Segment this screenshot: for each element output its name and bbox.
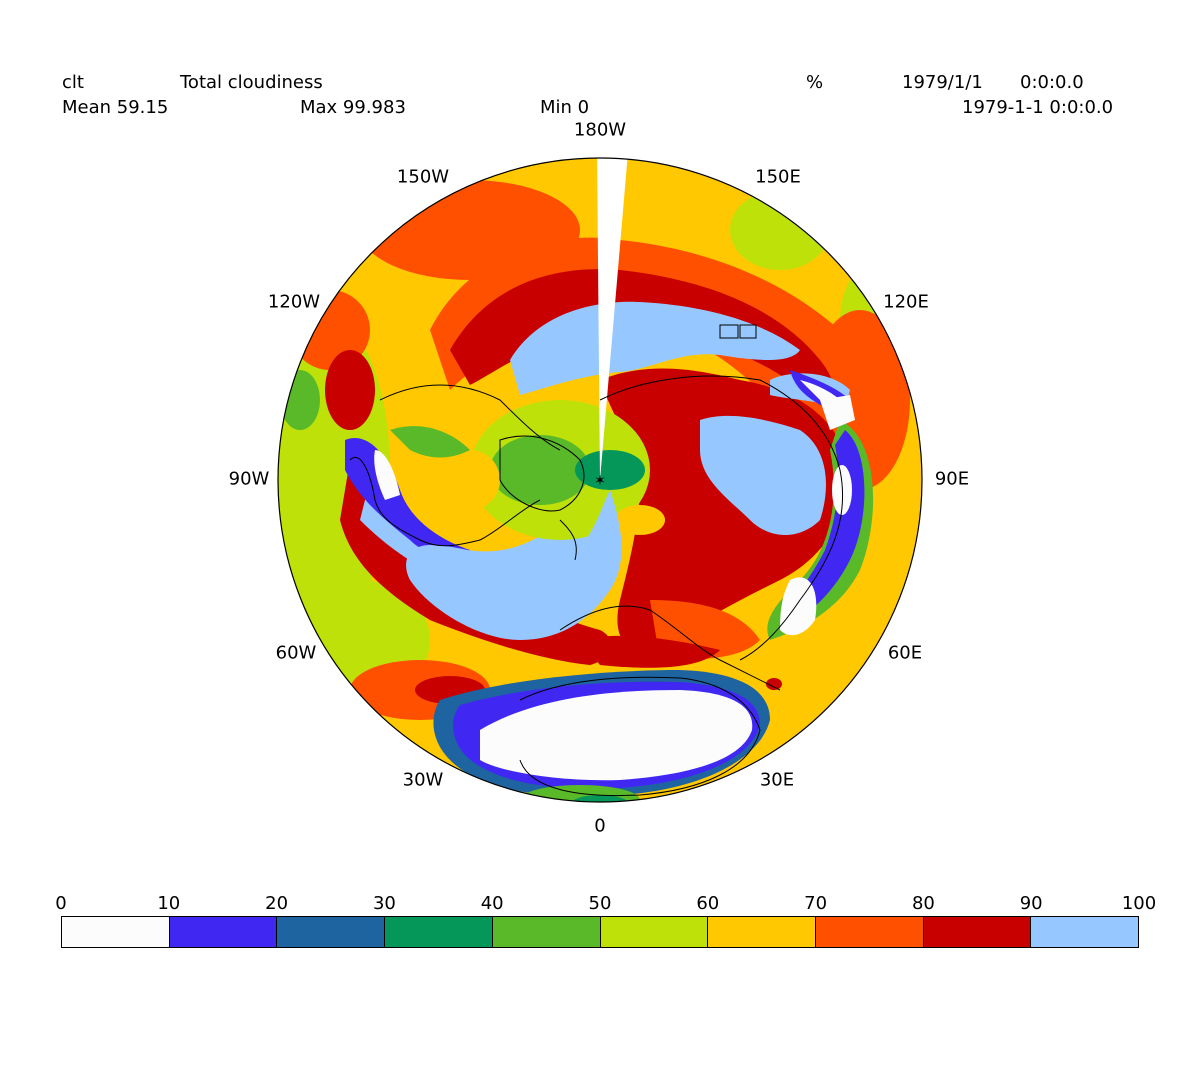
mean-label: Mean 59.15 bbox=[62, 97, 169, 118]
colorbar-swatch bbox=[491, 917, 600, 947]
map-border bbox=[277, 157, 923, 803]
field-patch bbox=[766, 678, 782, 690]
lon-label-60e: 60E bbox=[887, 642, 923, 664]
coastline-greenland bbox=[559, 519, 577, 561]
colorbar-tick-label: 50 bbox=[588, 893, 612, 914]
colorbar-tick-label: 10 bbox=[157, 893, 181, 914]
coastline-islands bbox=[719, 324, 757, 339]
colorbar-swatch bbox=[62, 917, 169, 947]
coastline-africa bbox=[519, 676, 761, 797]
colorbar-tick-label: 0 bbox=[55, 893, 67, 914]
field-patch bbox=[406, 490, 622, 640]
colorbar-swatch bbox=[814, 917, 923, 947]
lon-label-120e: 120E bbox=[883, 291, 929, 313]
coastline-north-america bbox=[349, 457, 541, 547]
lon-label-120w: 120W bbox=[267, 291, 321, 313]
lon-label-90e: 90E bbox=[934, 468, 970, 490]
field-patch bbox=[450, 269, 834, 405]
field-patch bbox=[760, 448, 810, 518]
lon-label-90w: 90W bbox=[228, 468, 270, 490]
datetime-label: 1979-1-1 0:0:0.0 bbox=[962, 97, 1114, 118]
field-patch bbox=[780, 577, 817, 636]
field-patch bbox=[700, 426, 740, 469]
lon-label-150w: 150W bbox=[396, 166, 450, 188]
coastline-alaska bbox=[379, 384, 561, 451]
colorbar-swatch bbox=[168, 917, 277, 947]
variable-name: clt bbox=[62, 72, 84, 93]
colorbar-tick-label: 30 bbox=[372, 893, 396, 914]
colorbar-swatch bbox=[707, 917, 815, 947]
coastlines bbox=[349, 324, 844, 797]
colorbar-tick-label: 90 bbox=[1019, 893, 1043, 914]
date-label: 1979/1/1 bbox=[902, 72, 983, 93]
colorbar-tick-label: 70 bbox=[804, 893, 828, 914]
colorbar-swatch bbox=[276, 917, 385, 947]
coastline-asia bbox=[599, 375, 844, 661]
colorbar-swatch bbox=[1030, 917, 1139, 947]
field-patch bbox=[730, 190, 830, 270]
field-patch bbox=[820, 395, 855, 430]
lon-label-60w: 60W bbox=[275, 642, 317, 664]
field-patch bbox=[325, 350, 375, 430]
field-patch bbox=[280, 370, 320, 430]
lon-label-30e: 30E bbox=[759, 769, 795, 791]
field-patch bbox=[440, 450, 500, 510]
colorbar-tick-label: 20 bbox=[265, 893, 289, 914]
max-label: Max 99.983 bbox=[300, 97, 406, 118]
colorbar-tick-label: 60 bbox=[696, 893, 720, 914]
colorbar-swatch bbox=[599, 917, 708, 947]
colorbar-tick-label: 40 bbox=[480, 893, 504, 914]
units-label: % bbox=[806, 72, 824, 93]
colorbar-tick-label: 100 bbox=[1121, 893, 1157, 914]
variable-long-name: Total cloudiness bbox=[180, 72, 323, 93]
field-patch bbox=[390, 426, 470, 458]
time-label: 0:0:0.0 bbox=[1020, 72, 1084, 93]
field-patch bbox=[570, 795, 630, 802]
field-patch bbox=[580, 635, 720, 668]
field-patch bbox=[480, 690, 753, 781]
colorbar-tick-label: 80 bbox=[911, 893, 935, 914]
lon-label-0: 0 bbox=[594, 815, 606, 837]
coastline-europe bbox=[559, 605, 781, 691]
field-patch bbox=[615, 505, 665, 535]
field-patch bbox=[374, 450, 400, 500]
lon-label-180w: 180W bbox=[573, 119, 627, 141]
colorbar-swatch bbox=[384, 917, 492, 947]
lon-label-150e: 150E bbox=[755, 166, 801, 188]
lon-label-30w: 30W bbox=[402, 769, 444, 791]
north-pole-icon: ✶ bbox=[594, 473, 606, 489]
field-patch bbox=[575, 450, 645, 490]
coastline-arctic-islands bbox=[499, 435, 585, 512]
field-patch bbox=[490, 435, 590, 505]
colorbar bbox=[61, 916, 1139, 948]
min-label: Min 0 bbox=[540, 97, 590, 118]
colorbar-swatch bbox=[922, 917, 1031, 947]
